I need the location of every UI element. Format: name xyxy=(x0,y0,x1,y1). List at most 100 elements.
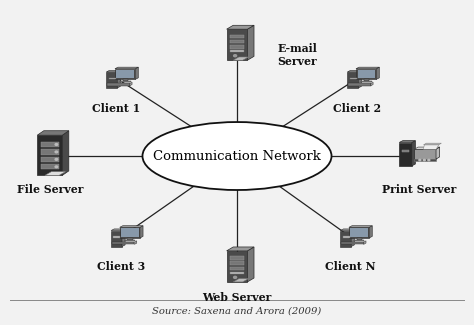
Text: E-mail
Server: E-mail Server xyxy=(277,43,317,67)
Polygon shape xyxy=(117,70,135,78)
Polygon shape xyxy=(123,79,128,81)
Polygon shape xyxy=(399,141,415,142)
Polygon shape xyxy=(106,72,117,88)
Polygon shape xyxy=(356,69,376,79)
Polygon shape xyxy=(121,228,139,237)
Polygon shape xyxy=(140,226,143,238)
Circle shape xyxy=(55,159,58,160)
Polygon shape xyxy=(361,81,372,82)
Polygon shape xyxy=(347,72,358,88)
Polygon shape xyxy=(230,261,244,265)
Polygon shape xyxy=(37,131,69,135)
Circle shape xyxy=(55,166,58,168)
Polygon shape xyxy=(423,143,441,145)
Polygon shape xyxy=(399,142,412,166)
Polygon shape xyxy=(351,229,355,247)
Text: Client 2: Client 2 xyxy=(333,103,382,114)
Polygon shape xyxy=(356,238,362,240)
Polygon shape xyxy=(62,131,69,176)
Polygon shape xyxy=(125,240,135,241)
Polygon shape xyxy=(364,241,366,244)
Polygon shape xyxy=(355,240,365,241)
Circle shape xyxy=(234,276,237,279)
Polygon shape xyxy=(45,172,65,176)
Circle shape xyxy=(419,159,421,161)
Polygon shape xyxy=(113,236,120,238)
Polygon shape xyxy=(119,226,143,227)
Text: Source: Saxena and Arora (2009): Source: Saxena and Arora (2009) xyxy=(152,306,322,315)
Polygon shape xyxy=(119,227,140,238)
Polygon shape xyxy=(230,40,244,44)
Polygon shape xyxy=(41,149,59,155)
Polygon shape xyxy=(117,70,120,88)
Polygon shape xyxy=(412,141,415,166)
Circle shape xyxy=(55,151,58,153)
Polygon shape xyxy=(227,251,247,282)
Circle shape xyxy=(234,55,237,57)
Polygon shape xyxy=(350,228,368,237)
Polygon shape xyxy=(436,147,439,159)
Polygon shape xyxy=(107,84,130,86)
Polygon shape xyxy=(341,242,364,244)
Polygon shape xyxy=(106,70,120,72)
Ellipse shape xyxy=(143,122,331,190)
Polygon shape xyxy=(414,159,436,161)
Polygon shape xyxy=(358,70,361,88)
Polygon shape xyxy=(41,164,59,169)
Polygon shape xyxy=(350,78,357,79)
Polygon shape xyxy=(135,67,138,79)
Polygon shape xyxy=(41,142,59,147)
Polygon shape xyxy=(115,67,138,69)
Polygon shape xyxy=(340,230,351,247)
Polygon shape xyxy=(230,272,244,274)
Polygon shape xyxy=(135,241,137,244)
Polygon shape xyxy=(356,67,379,69)
Polygon shape xyxy=(230,50,244,52)
Circle shape xyxy=(55,144,58,145)
Text: Client N: Client N xyxy=(325,261,376,272)
Polygon shape xyxy=(343,236,350,238)
Polygon shape xyxy=(357,70,375,78)
Polygon shape xyxy=(371,82,373,86)
Polygon shape xyxy=(347,70,361,72)
Polygon shape xyxy=(115,69,135,79)
Polygon shape xyxy=(230,45,244,49)
Text: Web Server: Web Server xyxy=(202,292,272,303)
Text: Client 1: Client 1 xyxy=(92,103,141,114)
Polygon shape xyxy=(340,229,355,230)
Polygon shape xyxy=(233,279,248,282)
Polygon shape xyxy=(401,150,410,152)
Polygon shape xyxy=(376,67,379,79)
Polygon shape xyxy=(230,34,244,38)
Text: File Server: File Server xyxy=(17,184,83,195)
Polygon shape xyxy=(369,226,372,238)
Polygon shape xyxy=(247,247,254,282)
Polygon shape xyxy=(423,145,439,149)
Polygon shape xyxy=(120,81,130,82)
Text: Print Server: Print Server xyxy=(382,184,456,195)
Polygon shape xyxy=(109,78,116,79)
Polygon shape xyxy=(122,229,125,247)
Text: Client 3: Client 3 xyxy=(97,261,146,272)
Polygon shape xyxy=(230,256,244,260)
Polygon shape xyxy=(37,135,62,176)
Polygon shape xyxy=(111,230,122,247)
Polygon shape xyxy=(247,25,254,60)
Polygon shape xyxy=(128,238,133,240)
Polygon shape xyxy=(348,84,371,86)
Polygon shape xyxy=(111,229,125,230)
Polygon shape xyxy=(349,227,369,238)
Polygon shape xyxy=(227,29,247,60)
Circle shape xyxy=(423,159,425,161)
Polygon shape xyxy=(364,79,369,81)
Polygon shape xyxy=(41,157,59,162)
Polygon shape xyxy=(227,247,254,251)
Polygon shape xyxy=(130,82,132,86)
Polygon shape xyxy=(112,242,135,244)
Circle shape xyxy=(428,159,430,161)
Polygon shape xyxy=(414,149,436,159)
Polygon shape xyxy=(230,266,244,270)
Text: Communication Network: Communication Network xyxy=(153,150,321,162)
Polygon shape xyxy=(227,25,254,29)
Polygon shape xyxy=(349,226,372,227)
